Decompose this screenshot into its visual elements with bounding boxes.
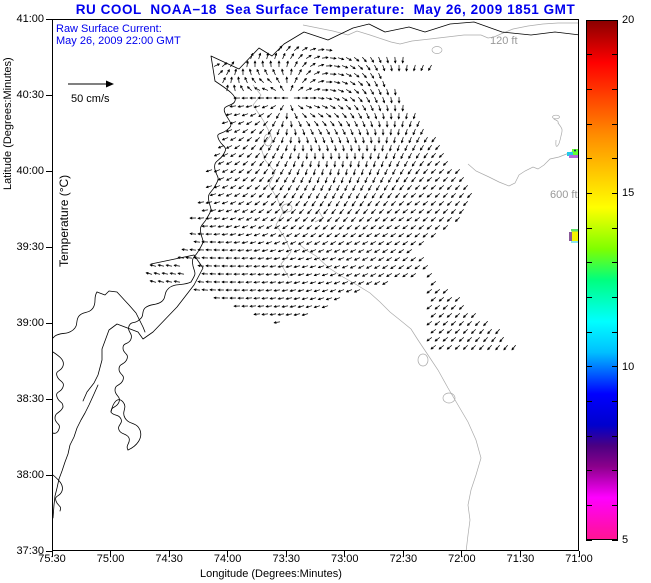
svg-text:50 cm/s: 50 cm/s [71,93,110,105]
svg-text:120 ft: 120 ft [490,35,518,47]
svg-text:600 ft: 600 ft [550,189,578,201]
